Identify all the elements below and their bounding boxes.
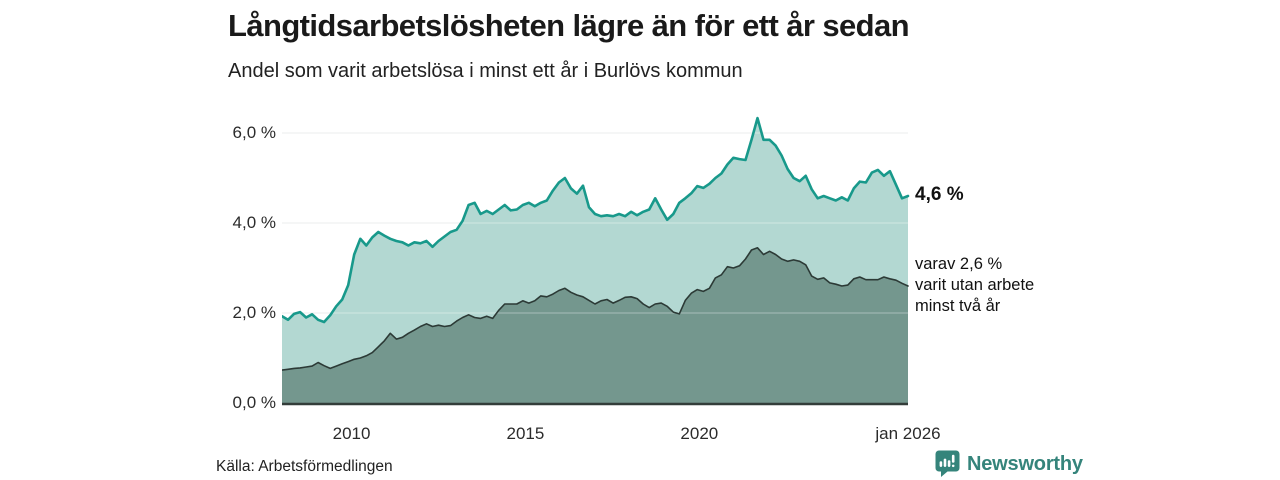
total-line xyxy=(282,116,910,324)
source-text: Källa: Arbetsförmedlingen xyxy=(216,458,393,475)
two-year-annotation-line2: varit utan arbete xyxy=(915,276,1035,294)
x-tick-label: jan 2026 xyxy=(875,424,941,443)
bar-chart-bubble-icon xyxy=(935,450,960,477)
two-year-annotation-line3: minst två år xyxy=(915,297,1001,315)
two-year-area-fill xyxy=(282,247,908,403)
gridlines-overlay xyxy=(282,132,908,314)
y-tick-label: 0,0 % xyxy=(232,393,276,412)
chart-title: Långtidsarbetslösheten lägre än för ett … xyxy=(228,8,910,43)
y-tick-label: 2,0 % xyxy=(232,303,276,322)
x-tick-label: 2020 xyxy=(680,424,719,443)
newsworthy-logo: Newsworthy xyxy=(935,449,1083,479)
chart-subtitle: Andel som varit arbetslösa i minst ett å… xyxy=(228,60,743,82)
x-tick-label: 2015 xyxy=(506,424,545,443)
y-tick-label: 6,0 % xyxy=(232,123,276,142)
two-year-line xyxy=(282,247,909,371)
two-year-annotation-line1: varav 2,6 % xyxy=(915,255,1003,273)
two-year-annotation: varav 2,6 % varit utan arbete minst två … xyxy=(915,254,1034,317)
total-value-annotation: 4,6 % xyxy=(915,184,964,205)
area-chart xyxy=(282,116,910,406)
x-tick-label: 2010 xyxy=(332,424,371,443)
y-tick-label: 4,0 % xyxy=(232,213,276,232)
brand-name: Newsworthy xyxy=(967,452,1083,475)
